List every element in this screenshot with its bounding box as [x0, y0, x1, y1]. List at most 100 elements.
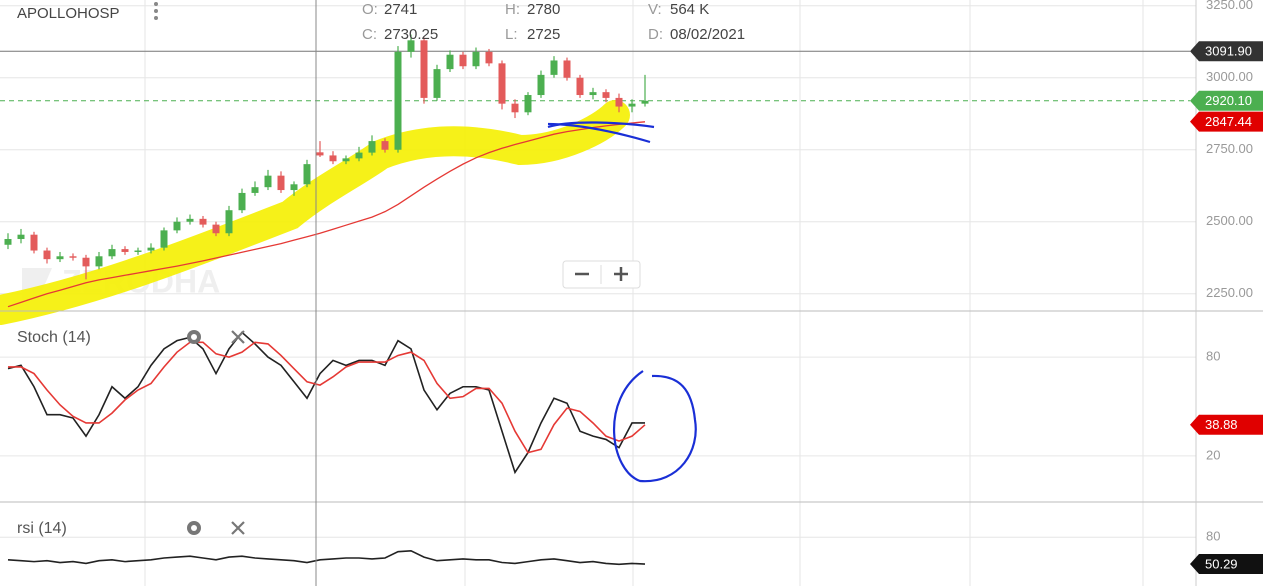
candle-body — [446, 54, 454, 70]
panel-title: Stoch (14) — [17, 329, 91, 346]
y-tick-label: 3000.00 — [1206, 69, 1253, 84]
candle-body — [238, 192, 246, 211]
candle-body — [355, 152, 363, 159]
candle-body — [329, 155, 337, 162]
highlight — [0, 100, 630, 325]
candle-body — [303, 164, 311, 185]
candle-body — [537, 74, 545, 96]
annotation — [547, 121, 697, 483]
candle-body — [108, 249, 116, 257]
candle-body — [69, 256, 77, 258]
field-label: V: — [648, 1, 662, 18]
candle-body — [498, 63, 506, 104]
settings-icon[interactable] — [187, 521, 201, 535]
candle-body — [147, 247, 155, 251]
candle-body — [524, 95, 532, 113]
moving-average — [7, 121, 646, 308]
candle-body — [277, 175, 285, 191]
candle-body — [641, 100, 649, 104]
candle-body — [563, 60, 571, 78]
price-tag — [1190, 414, 1263, 435]
y-tick-label: 3250.00 — [1206, 0, 1253, 12]
settings-icon[interactable] — [187, 330, 201, 344]
candle-body — [43, 250, 51, 260]
gear-hole — [191, 334, 197, 340]
field-label: O: — [362, 1, 378, 18]
field-label: H: — [505, 1, 520, 18]
pen-stroke — [612, 370, 697, 483]
y-tick-label: 2750.00 — [1206, 141, 1253, 156]
y-tick-label: 80 — [1206, 349, 1220, 364]
y-tick-label: 2500.00 — [1206, 213, 1253, 228]
gear-hole — [191, 525, 197, 531]
field-label: D: — [648, 26, 663, 43]
field-value: 2725 — [527, 26, 560, 43]
zoom-controls — [562, 260, 641, 289]
price-tag — [1190, 111, 1263, 132]
y-tick-label: 2250.00 — [1206, 285, 1253, 300]
price-tag-label: 50.29 — [1205, 556, 1238, 571]
price-tag-label: 2847.44 — [1205, 114, 1252, 129]
pen-stroke — [547, 122, 651, 144]
candle-body — [17, 234, 25, 240]
field-label: L: — [505, 26, 518, 43]
price-tag-label: 2920.10 — [1205, 93, 1252, 108]
field-value: 564 K — [670, 1, 709, 18]
candle-body — [290, 184, 298, 191]
menu-icon[interactable] — [154, 2, 158, 20]
field-value: 08/02/2021 — [670, 26, 745, 43]
close-icon[interactable] — [231, 330, 245, 344]
candle-body — [56, 256, 64, 260]
y-tick-label: 20 — [1206, 447, 1220, 462]
panel-title: rsi (14) — [17, 520, 67, 537]
candle-body — [433, 69, 441, 98]
candle-body — [186, 218, 194, 222]
candle-body — [160, 230, 168, 248]
candle-body — [264, 175, 272, 188]
candle-body — [173, 221, 181, 231]
price-tag — [1190, 554, 1263, 575]
candle-body — [95, 256, 103, 267]
symbol: APOLLOHOSP — [17, 5, 120, 22]
candle-body — [615, 97, 623, 107]
candle-body — [472, 51, 480, 67]
candle-body — [251, 187, 259, 193]
candle-body — [628, 103, 636, 107]
candle-body — [550, 60, 558, 75]
candle-body — [407, 40, 415, 52]
field-value: 2730.25 — [384, 26, 438, 43]
candle-body — [589, 92, 597, 96]
series-line — [7, 331, 645, 475]
candle-body — [394, 51, 402, 150]
field-label: C: — [362, 26, 377, 43]
field-value: 2741 — [384, 1, 417, 18]
price-tag-label: 3091.90 — [1205, 44, 1252, 59]
candle-body — [602, 92, 610, 98]
candle-body — [82, 257, 90, 267]
candle-body — [316, 152, 324, 156]
candle-body — [199, 218, 207, 225]
series-line — [8, 341, 646, 454]
candle-body — [420, 40, 428, 98]
candle-body — [368, 141, 376, 153]
candle-body — [485, 51, 493, 64]
candle-body — [459, 54, 467, 67]
candle-body — [342, 158, 350, 162]
candle-body — [30, 234, 38, 251]
candle-body — [134, 250, 142, 252]
price-tag — [1190, 41, 1263, 62]
candle-body — [381, 141, 389, 150]
field-value: 2780 — [527, 1, 560, 18]
candle-body — [4, 239, 12, 245]
zoom-in[interactable] — [614, 267, 628, 281]
price-tag — [1190, 90, 1263, 111]
y-tick-label: 80 — [1206, 529, 1220, 544]
candle-body — [511, 103, 519, 113]
series-line — [7, 549, 646, 566]
candle-body — [576, 77, 584, 96]
price-tag-label: 38.88 — [1205, 417, 1238, 432]
candle-body — [121, 249, 129, 252]
candle-body — [225, 210, 233, 234]
close-icon[interactable] — [231, 521, 245, 535]
candle-body — [212, 224, 220, 234]
